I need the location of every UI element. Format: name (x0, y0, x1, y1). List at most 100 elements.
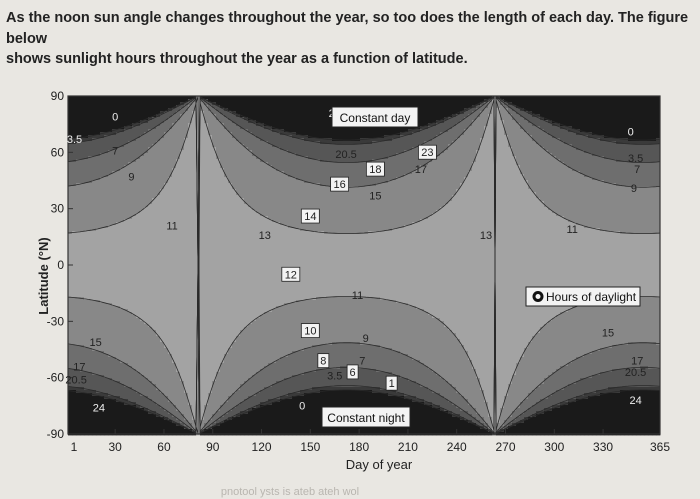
contour-band-cell (228, 189, 233, 193)
contour-band-cell (160, 327, 165, 331)
contour-band-cell (132, 378, 137, 382)
contour-band-cell (128, 243, 133, 247)
contour-band-cell (184, 336, 189, 340)
contour-band-cell (144, 366, 149, 370)
contour-band-cell (88, 207, 93, 211)
contour-band-cell (188, 105, 193, 109)
contour-band-cell (188, 126, 193, 130)
contour-band-cell (232, 267, 237, 271)
contour-band-cell (200, 150, 205, 154)
contour-band-cell (192, 375, 197, 379)
contour-band-cell (184, 333, 189, 337)
contour-band-cell (112, 144, 117, 148)
contour-band-cell (184, 165, 189, 169)
contour-band-cell (72, 138, 77, 142)
contour-band-cell (152, 108, 157, 112)
contour-band-cell (244, 96, 249, 100)
contour-band-cell (160, 378, 165, 382)
contour-band-cell (188, 327, 193, 331)
contour-band-cell (212, 399, 217, 403)
contour-band-cell (236, 354, 241, 358)
contour-band-cell (136, 183, 141, 187)
contour-band-cell (100, 126, 105, 130)
contour-band-cell (116, 402, 121, 406)
contour-band-cell (188, 345, 193, 349)
contour-band-cell (160, 159, 165, 163)
contour-band-cell (164, 333, 169, 337)
contour-band-cell (184, 105, 189, 109)
contour-band-cell (152, 147, 157, 151)
contour-band-cell (172, 204, 177, 208)
contour-band-cell (220, 429, 225, 433)
contour-band-cell (108, 396, 113, 400)
contour-band-cell (208, 216, 213, 220)
contour-band-cell (172, 126, 177, 130)
contour-band-cell (200, 423, 205, 427)
contour-band-cell (112, 192, 117, 196)
contour-band-cell (80, 213, 85, 217)
contour-band-cell (152, 354, 157, 358)
contour-band-cell (88, 195, 93, 199)
contour-band-cell (192, 234, 197, 238)
contour-band-cell (132, 186, 137, 190)
contour-band-cell (220, 408, 225, 412)
contour-band-cell (172, 186, 177, 190)
contour-band-cell (224, 135, 229, 139)
contour-band-cell (232, 366, 237, 370)
contour-band-cell (92, 126, 97, 130)
contour-band-cell (132, 258, 137, 262)
contour-band-cell (164, 240, 169, 244)
contour-band-cell (124, 243, 129, 247)
contour-band-cell (104, 195, 109, 199)
contour-band-cell (100, 417, 105, 421)
contour-band-cell (232, 372, 237, 376)
contour-band-cell (156, 285, 161, 289)
contour-band-cell (124, 303, 129, 307)
contour-band-cell (148, 270, 153, 274)
contour-band-cell (116, 174, 121, 178)
contour-band-cell (224, 306, 229, 310)
contour-band-cell (144, 111, 149, 115)
contour-band-cell (96, 300, 101, 304)
contour-band-cell (132, 228, 137, 232)
contour-band-cell (224, 393, 229, 397)
contour-band-cell (152, 243, 157, 247)
contour-band-cell (84, 267, 89, 271)
contour-band-cell (116, 276, 121, 280)
contour-band-cell (76, 420, 81, 424)
contour-band-cell (76, 405, 81, 409)
contour-band-cell (168, 105, 173, 109)
contour-band-cell (68, 423, 73, 427)
contour-band-cell (176, 420, 181, 424)
contour-band-cell (84, 168, 89, 172)
contour-band-cell (200, 255, 205, 259)
contour-band-cell (96, 201, 101, 205)
contour-band-cell (212, 174, 217, 178)
contour-band-cell (124, 354, 129, 358)
contour-band-cell (208, 156, 213, 160)
contour-band-cell (192, 258, 197, 262)
contour-band-cell (224, 252, 229, 256)
contour-band-cell (232, 369, 237, 373)
contour-band-cell (168, 258, 173, 262)
contour-band-cell (192, 330, 197, 334)
contour-band-cell (108, 369, 113, 373)
contour-band-cell (136, 204, 141, 208)
contour-band-cell (72, 102, 77, 106)
contour-band-cell (112, 420, 117, 424)
contour-band-cell (184, 237, 189, 241)
contour-band-cell (244, 135, 249, 139)
contour-band-cell (96, 105, 101, 109)
contour-band-cell (224, 348, 229, 352)
contour-band-cell (148, 336, 153, 340)
contour-band-cell (140, 216, 145, 220)
contour-band-cell (144, 306, 149, 310)
contour-band-cell (200, 234, 205, 238)
contour-band-cell (240, 318, 245, 322)
contour-band-cell (68, 288, 73, 292)
contour-band-cell (156, 216, 161, 220)
contour-band-cell (120, 204, 125, 208)
contour-band-cell (140, 105, 145, 109)
contour-band-cell (228, 153, 233, 157)
contour-band-cell (180, 156, 185, 160)
